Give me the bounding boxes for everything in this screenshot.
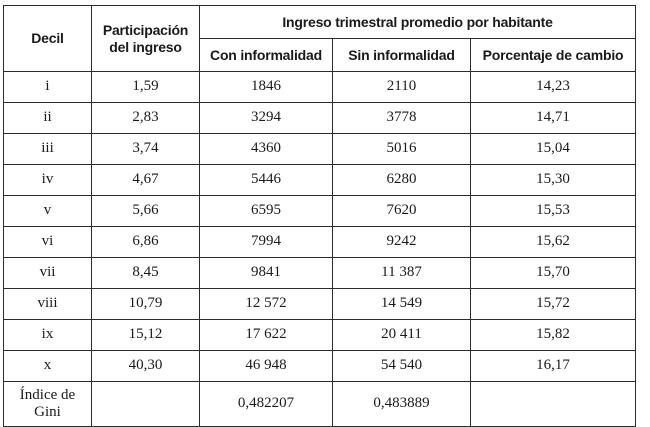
gini-participacion-cell bbox=[91, 381, 200, 427]
table-row: ii 2,83 3294 3778 14,71 bbox=[3, 102, 637, 134]
sin-informalidad-cell: 6280 bbox=[332, 164, 471, 196]
con-informalidad-cell: 6595 bbox=[199, 195, 333, 227]
porcentaje-cambio-cell: 15,70 bbox=[469, 257, 637, 289]
porcentaje-cambio-cell: 15,30 bbox=[469, 164, 637, 196]
header-participacion-line1: Participación bbox=[102, 22, 189, 39]
gini-pct-cell bbox=[469, 381, 637, 427]
gini-label-line1: Índice de bbox=[19, 386, 76, 403]
participacion-cell: 5,66 bbox=[91, 195, 200, 227]
participacion-cell: 10,79 bbox=[91, 288, 200, 320]
porcentaje-cambio-cell: 15,72 bbox=[469, 288, 637, 320]
porcentaje-cambio-cell: 15,53 bbox=[469, 195, 637, 227]
header-porcentaje-cambio: Porcentaje de cambio bbox=[469, 38, 637, 72]
porcentaje-cambio-cell: 14,71 bbox=[469, 102, 637, 134]
decil-cell: vii bbox=[3, 257, 92, 289]
gini-label-line2: Gini bbox=[34, 404, 61, 420]
participacion-cell: 15,12 bbox=[91, 319, 200, 351]
participacion-cell: 6,86 bbox=[91, 226, 200, 258]
table-row: v 5,66 6595 7620 15,53 bbox=[3, 195, 637, 227]
sin-informalidad-cell: 14 549 bbox=[332, 288, 471, 320]
participacion-cell: 1,59 bbox=[91, 71, 200, 103]
con-informalidad-cell: 9841 bbox=[199, 257, 333, 289]
porcentaje-cambio-cell: 14,23 bbox=[469, 71, 637, 103]
header-row-sub: Con informalidad Sin informalidad Porcen… bbox=[4, 38, 637, 72]
con-informalidad-cell: 12 572 bbox=[199, 288, 333, 320]
decil-cell: iv bbox=[3, 164, 92, 196]
participacion-cell: 4,67 bbox=[91, 164, 200, 196]
header-ingreso-group: Ingreso trimestral promedio por habitant… bbox=[198, 5, 637, 39]
sin-informalidad-cell: 3778 bbox=[332, 102, 471, 134]
sin-informalidad-cell: 2110 bbox=[332, 71, 471, 103]
participacion-cell: 3,74 bbox=[91, 133, 200, 165]
gini-row: Índice de Gini 0,482207 0,483889 bbox=[3, 381, 637, 427]
decil-cell: ix bbox=[3, 319, 92, 351]
decil-cell: v bbox=[3, 195, 92, 227]
con-informalidad-cell: 3294 bbox=[199, 102, 333, 134]
sin-informalidad-cell: 5016 bbox=[332, 133, 471, 165]
header-sin-informalidad: Sin informalidad bbox=[332, 38, 471, 72]
decil-cell: i bbox=[3, 71, 92, 103]
sin-informalidad-cell: 20 411 bbox=[332, 319, 471, 351]
porcentaje-cambio-cell: 15,04 bbox=[469, 133, 637, 165]
table-row: iv 4,67 5446 6280 15,30 bbox=[3, 164, 637, 196]
con-informalidad-cell: 46 948 bbox=[199, 350, 333, 382]
sin-informalidad-cell: 11 387 bbox=[332, 257, 471, 289]
income-table-container: Decil Participación del ingreso Ingreso … bbox=[3, 5, 637, 427]
table-row: viii 10,79 12 572 14 549 15,72 bbox=[3, 288, 637, 320]
header-participacion-line2: del ingreso bbox=[109, 38, 182, 55]
decil-cell: vi bbox=[3, 226, 92, 258]
con-informalidad-cell: 5446 bbox=[199, 164, 333, 196]
con-informalidad-cell: 4360 bbox=[199, 133, 333, 165]
sin-informalidad-cell: 54 540 bbox=[332, 350, 471, 382]
con-informalidad-cell: 17 622 bbox=[199, 319, 333, 351]
table-row: i 1,59 1846 2110 14,23 bbox=[3, 71, 637, 103]
gini-sin-cell: 0,483889 bbox=[332, 381, 471, 427]
porcentaje-cambio-cell: 16,17 bbox=[469, 350, 637, 382]
gini-label: Índice de Gini bbox=[3, 381, 92, 427]
con-informalidad-cell: 7994 bbox=[199, 226, 333, 258]
table-row: ix 15,12 17 622 20 411 15,82 bbox=[3, 319, 637, 351]
header-row-top: Decil Participación del ingreso Ingreso … bbox=[3, 5, 637, 72]
table-row: vi 6,86 7994 9242 15,62 bbox=[3, 226, 637, 258]
participacion-cell: 40,30 bbox=[91, 350, 200, 382]
gini-con-cell: 0,482207 bbox=[199, 381, 333, 427]
decil-cell: ii bbox=[3, 102, 92, 134]
sin-informalidad-cell: 9242 bbox=[332, 226, 471, 258]
con-informalidad-cell: 1846 bbox=[199, 71, 333, 103]
header-con-informalidad: Con informalidad bbox=[199, 38, 333, 72]
table-body: i 1,59 1846 2110 14,23 ii 2,83 3294 3778 14,71 iii… bbox=[3, 71, 637, 427]
porcentaje-cambio-cell: 15,82 bbox=[469, 319, 637, 351]
participacion-cell: 8,45 bbox=[91, 257, 200, 289]
sin-informalidad-cell: 7620 bbox=[332, 195, 471, 227]
participacion-cell: 2,83 bbox=[91, 102, 200, 134]
table-row: vii 8,45 9841 11 387 15,70 bbox=[3, 257, 637, 289]
table-row: x 40,30 46 948 54 540 16,17 bbox=[3, 350, 637, 382]
header-participacion: Participación del ingreso bbox=[91, 5, 200, 72]
table-row: iii 3,74 4360 5016 15,04 bbox=[3, 133, 637, 165]
decil-cell: iii bbox=[3, 133, 92, 165]
porcentaje-cambio-cell: 15,62 bbox=[469, 226, 637, 258]
decil-cell: viii bbox=[3, 288, 92, 320]
decil-cell: x bbox=[3, 350, 92, 382]
income-deciles-table: Decil Participación del ingreso Ingreso … bbox=[3, 5, 637, 427]
header-decil: Decil bbox=[3, 5, 92, 72]
